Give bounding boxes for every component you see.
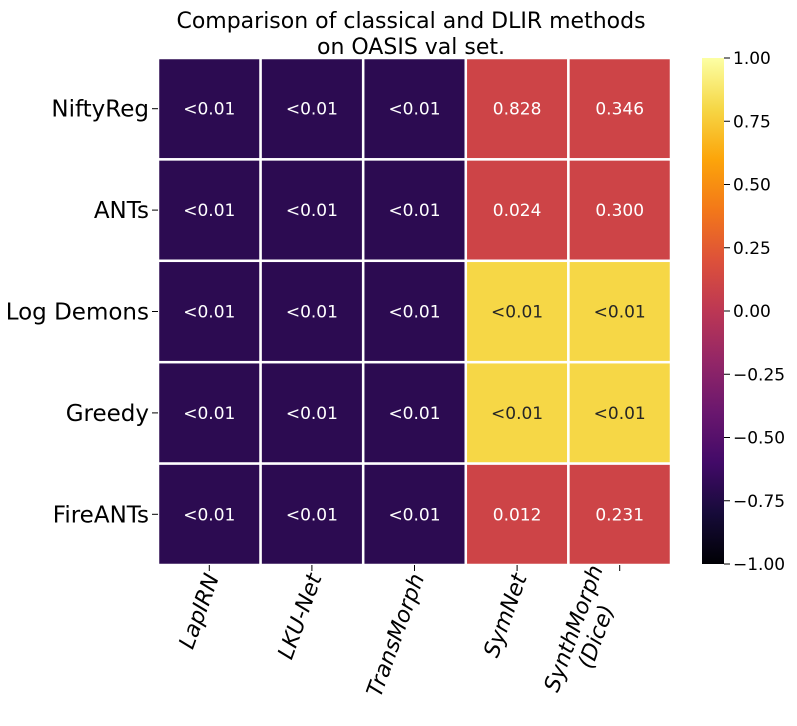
cell-annotation: <0.01: [388, 303, 440, 323]
row-label: Greedy: [66, 401, 149, 427]
column-label: LKU-Net: [274, 569, 328, 662]
column-label: SynthMorph(Dice): [540, 562, 632, 704]
column-label: LapIRN: [175, 571, 225, 653]
heatmap-cell: [464, 360, 570, 465]
colorbar-tick-label: 1.00: [733, 49, 771, 69]
cell-annotation: <0.01: [183, 100, 235, 120]
heatmap-cell: [259, 462, 365, 567]
cell-annotation: <0.01: [594, 303, 646, 323]
column-labels: LapIRN LKU-Net TransMorph SymNet SynthMorph(…: [175, 562, 632, 704]
colorbar-tick-label: 0.25: [733, 239, 771, 259]
row-label: FireANTs: [53, 502, 149, 528]
chart-title-line-2: on OASIS val set.: [317, 35, 505, 60]
colorbar-tick-label: −0.75: [733, 492, 785, 512]
cell-annotation: <0.01: [183, 303, 235, 323]
heatmap-cells: <0.01 <0.01 <0.01 0.828 0.346 <0.01 <0.01 <0.01…: [156, 56, 673, 567]
heatmap-cell: [156, 462, 262, 567]
column-label: SymNet: [479, 569, 533, 661]
cell-annotation: <0.01: [286, 100, 338, 120]
chart-title-line-1: Comparison of classical and DLIR methods: [176, 9, 645, 34]
cell-annotation: <0.01: [183, 404, 235, 424]
cell-annotation: 0.828: [493, 100, 542, 120]
heatmap-cell: [567, 360, 673, 465]
colorbar-tick-label: −0.50: [733, 429, 785, 449]
heatmap-cell: [464, 259, 570, 364]
colorbar-tick-label: 0.00: [733, 302, 771, 322]
heatmap-cell: [259, 56, 365, 161]
cell-annotation: <0.01: [183, 201, 235, 221]
cell-annotation: <0.01: [491, 303, 543, 323]
cell-annotation: <0.01: [286, 201, 338, 221]
cell-annotation: <0.01: [286, 404, 338, 424]
colorbar-tick-label: 0.50: [733, 176, 771, 196]
row-label: Log Demons: [6, 300, 149, 326]
cell-annotation: <0.01: [594, 404, 646, 424]
heatmap-cell: [361, 158, 468, 263]
cell-annotation: <0.01: [388, 201, 440, 221]
cell-annotation: <0.01: [388, 100, 440, 120]
heatmap-cell: [259, 259, 365, 364]
colorbar-gradient: [702, 58, 724, 564]
cell-annotation: 0.300: [595, 201, 644, 221]
colorbar-ticks: 1.00 0.75 0.50 0.25 0.00 −0.25 −0.50 −0.75 −1.00: [724, 49, 785, 575]
row-label: ANTs: [94, 198, 149, 224]
cell-annotation: <0.01: [286, 303, 338, 323]
cell-annotation: 0.231: [595, 505, 644, 525]
cell-annotation: 0.024: [493, 201, 542, 221]
cell-annotation: <0.01: [183, 505, 235, 525]
heatmap-cell: [361, 360, 468, 465]
colorbar-tick-label: −0.25: [733, 365, 785, 385]
colorbar: 1.00 0.75 0.50 0.25 0.00 −0.25 −0.50 −0.75 −1.00: [702, 49, 785, 575]
row-label: NiftyReg: [51, 97, 149, 123]
heatmap-cell: [567, 158, 673, 263]
colorbar-tick-label: −1.00: [733, 555, 785, 575]
column-label: TransMorph: [363, 571, 431, 701]
row-labels: NiftyReg ANTs Log Demons Greedy FireANTs: [6, 97, 158, 528]
colorbar-tick-label: 0.75: [733, 112, 771, 132]
heatmap-cell: [259, 360, 365, 465]
cell-annotation: <0.01: [491, 404, 543, 424]
cell-annotation: <0.01: [286, 505, 338, 525]
cell-annotation: 0.012: [493, 505, 542, 525]
cell-annotation: <0.01: [388, 505, 440, 525]
heatmap-cell: [361, 462, 468, 567]
cell-annotation: 0.346: [595, 100, 644, 120]
cell-annotation: <0.01: [388, 404, 440, 424]
